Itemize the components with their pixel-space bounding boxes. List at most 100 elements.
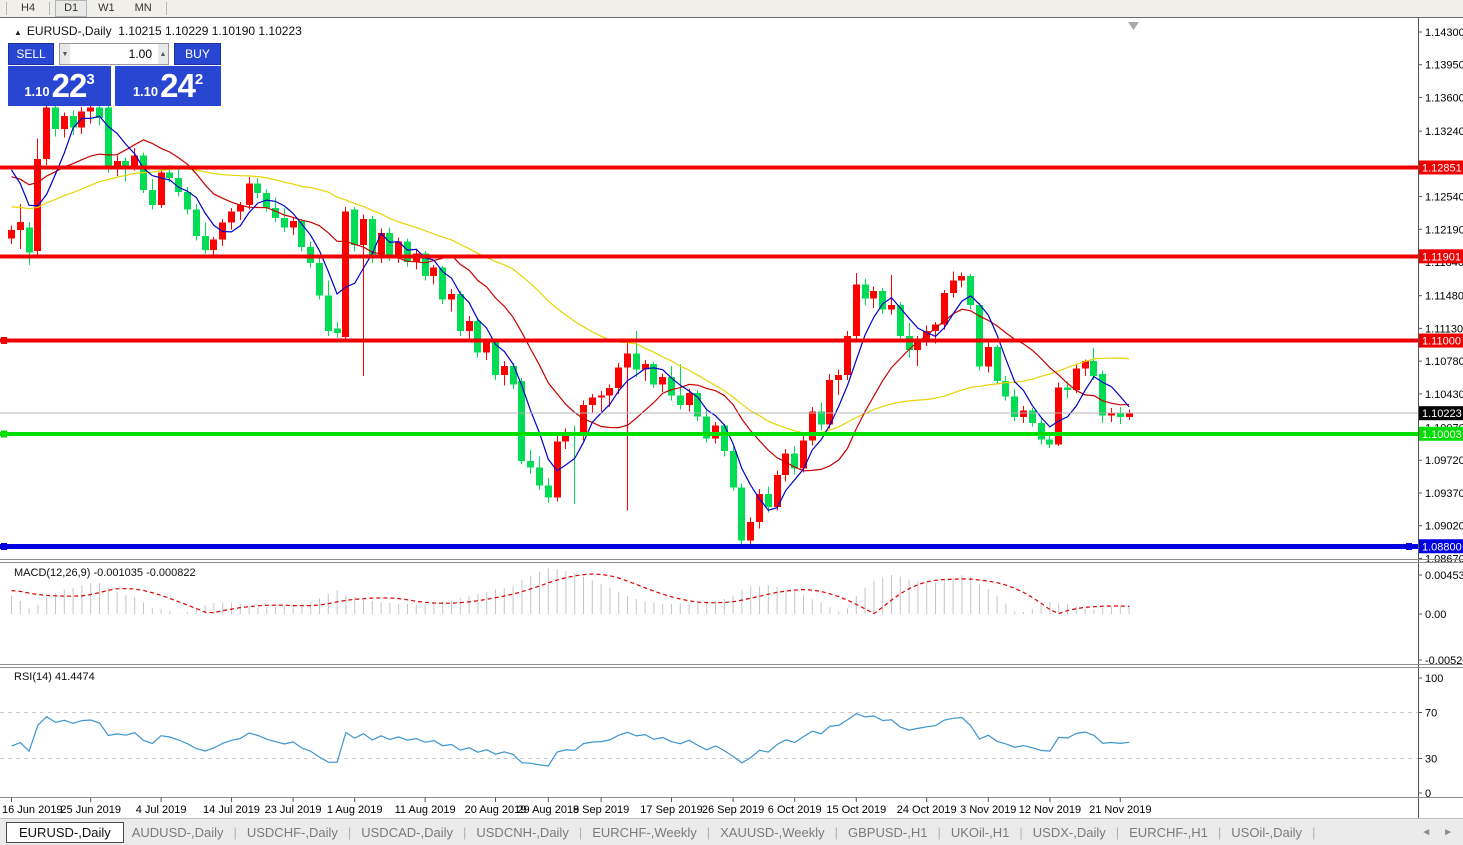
svg-text:25 Jun 2019: 25 Jun 2019 [60,804,121,816]
svg-text:16 Jun 2019: 16 Jun 2019 [2,804,63,816]
svg-text:1.11901: 1.11901 [1422,251,1461,263]
buy-price-prefix: 1.10 [132,83,159,99]
svg-text:-0.005205: -0.005205 [1425,655,1463,667]
pane-separators [0,559,1463,798]
volume-box: ▼ ▲ [59,43,169,65]
tab-separator: | [233,825,237,840]
buy-button[interactable]: BUY [174,43,221,65]
volume-increase-button[interactable]: ▲ [158,44,168,64]
svg-text:0: 0 [1425,788,1431,800]
bottom-tab-usdcad-daily[interactable]: USDCAD-,Daily [361,825,453,840]
svg-text:30: 30 [1425,754,1437,766]
svg-text:0.004536: 0.004536 [1425,570,1463,582]
svg-text:100: 100 [1425,673,1443,685]
sell-price-display[interactable]: 1.10 22 3 [8,66,111,106]
one-click-trading-panel: SELL ▼ ▲ BUY 1.10 22 3 1.10 24 2 [8,43,222,106]
rsi-pane: 100 70 30 0 [0,673,1443,800]
svg-text:15 Oct 2019: 15 Oct 2019 [826,804,886,816]
svg-text:1.13950: 1.13950 [1425,60,1463,72]
tab-separator: | [462,825,467,840]
buy-price-pipette: 2 [194,70,204,88]
timeframe-w1[interactable]: W1 [98,2,115,14]
svg-text:1.11000: 1.11000 [1422,336,1461,348]
bottom-tab-audusd-daily[interactable]: AUDUSD-,Daily [131,825,224,840]
timeframe-toolbar: H4 D1 W1 MN [0,0,1463,18]
tab-separator: | [937,825,941,840]
sell-price-big-digits: 22 [51,67,88,104]
svg-text:20 Aug 2019: 20 Aug 2019 [465,804,527,816]
svg-text:24 Oct 2019: 24 Oct 2019 [897,804,957,816]
chart-window[interactable]: 1.143001.139501.136001.132401.128901.125… [0,17,1463,819]
chart-ohlc-quote: 1.10215 1.10229 1.10190 1.10223 [118,24,302,38]
timeframe-d1[interactable]: D1 [55,0,88,17]
bottom-tab-gbpusd-h1[interactable]: GBPUSD-,H1 [848,825,928,840]
tab-separator: | [347,825,352,840]
collapse-arrow-icon: ▲ [14,28,22,37]
price-axis: 1.143001.139501.136001.132401.128901.125… [1418,18,1463,819]
tabs-scroll-left-icon[interactable]: ◄ [1421,827,1432,838]
macd-pane: 0.004536 0.00 -0.005205 [11,568,1463,667]
rsi-indicator-label: RSI(14) 41.4474 [14,671,95,683]
svg-text:1.09370: 1.09370 [1425,488,1463,500]
tab-separator: | [834,825,839,840]
tab-separator: | [1312,825,1316,840]
svg-text:11 Aug 2019: 11 Aug 2019 [395,804,456,816]
svg-text:1.09720: 1.09720 [1425,455,1463,467]
svg-text:26 Sep 2019: 26 Sep 2019 [702,804,764,816]
bottom-tab-usdchf-daily[interactable]: USDCHF-,Daily [246,825,338,840]
svg-text:70: 70 [1425,708,1437,720]
bottom-tab-ukoil-h1[interactable]: UKOil-,H1 [950,825,1010,840]
toolbar-separator [49,2,51,15]
svg-text:1.12851: 1.12851 [1422,162,1462,174]
buy-price-display[interactable]: 1.10 24 2 [115,66,221,106]
svg-text:23 Jul 2019: 23 Jul 2019 [265,804,322,816]
sell-price-prefix: 1.10 [24,83,50,99]
svg-text:1.14300: 1.14300 [1425,27,1463,39]
bottom-tab-eurchf-weekly[interactable]: EURCHF-,Weekly [592,825,697,840]
tab-separator: | [706,825,711,840]
svg-text:1.10780: 1.10780 [1425,356,1463,368]
bottom-tab-usdx-daily[interactable]: USDX-,Daily [1032,825,1106,840]
bottom-tab-eurusd-daily[interactable]: EURUSD-,Daily [6,822,124,843]
candles-series [8,101,1133,548]
chart-title: ▲ EURUSD-,Daily 1.10215 1.10229 1.10190 1… [14,24,302,38]
volume-input[interactable] [70,44,158,64]
svg-text:8 Sep 2019: 8 Sep 2019 [573,804,629,816]
tab-separator: | [1019,825,1023,840]
toolbar-separator [165,2,167,15]
horizontal-level-lines [0,165,1418,550]
price-chart-canvas[interactable]: 1.143001.139501.136001.132401.128901.125… [0,18,1463,819]
svg-text:3 Nov 2019: 3 Nov 2019 [960,804,1016,816]
bottom-tab-xauusd-weekly[interactable]: XAUUSD-,Weekly [720,825,825,840]
bottom-tab-eurchf-h1[interactable]: EURCHF-,H1 [1129,825,1208,840]
svg-text:1.12540: 1.12540 [1425,192,1463,204]
svg-text:1.10003: 1.10003 [1422,429,1462,441]
volume-decrease-button[interactable]: ▼ [60,44,70,64]
svg-text:1.12190: 1.12190 [1425,224,1463,236]
tab-separator: | [1115,825,1120,840]
svg-text:1.09020: 1.09020 [1425,521,1463,533]
macd-indicator-label: MACD(12,26,9) -0.001035 -0.000822 [14,567,196,579]
svg-text:1.10430: 1.10430 [1425,389,1463,401]
chart-symbol-label: EURUSD-,Daily [26,24,112,38]
svg-text:12 Nov 2019: 12 Nov 2019 [1019,804,1081,816]
bottom-tab-usoil-daily[interactable]: USOil-,Daily [1231,825,1303,840]
svg-text:1.13240: 1.13240 [1425,126,1463,138]
tabs-scroll-right-icon[interactable]: ► [1443,827,1453,838]
svg-text:1.11130: 1.11130 [1425,323,1463,335]
timeframe-mn[interactable]: MN [134,2,152,14]
tab-separator: | [578,825,583,840]
svg-text:1.10223: 1.10223 [1422,408,1462,420]
svg-text:0.00: 0.00 [1425,609,1446,621]
tab-separator: | [1217,825,1222,840]
svg-text:29 Aug 2019: 29 Aug 2019 [517,804,579,816]
svg-text:4 Jul 2019: 4 Jul 2019 [136,804,187,816]
bottom-tab-usdcnh-daily[interactable]: USDCNH-,Daily [476,825,569,840]
sell-button[interactable]: SELL [8,43,54,65]
svg-text:14 Jul 2019: 14 Jul 2019 [203,804,260,816]
svg-text:17 Sep 2019: 17 Sep 2019 [640,804,702,816]
svg-text:1.13600: 1.13600 [1425,92,1463,104]
moving-average-lines [10,115,1130,511]
timeframe-h4[interactable]: H4 [21,2,36,14]
